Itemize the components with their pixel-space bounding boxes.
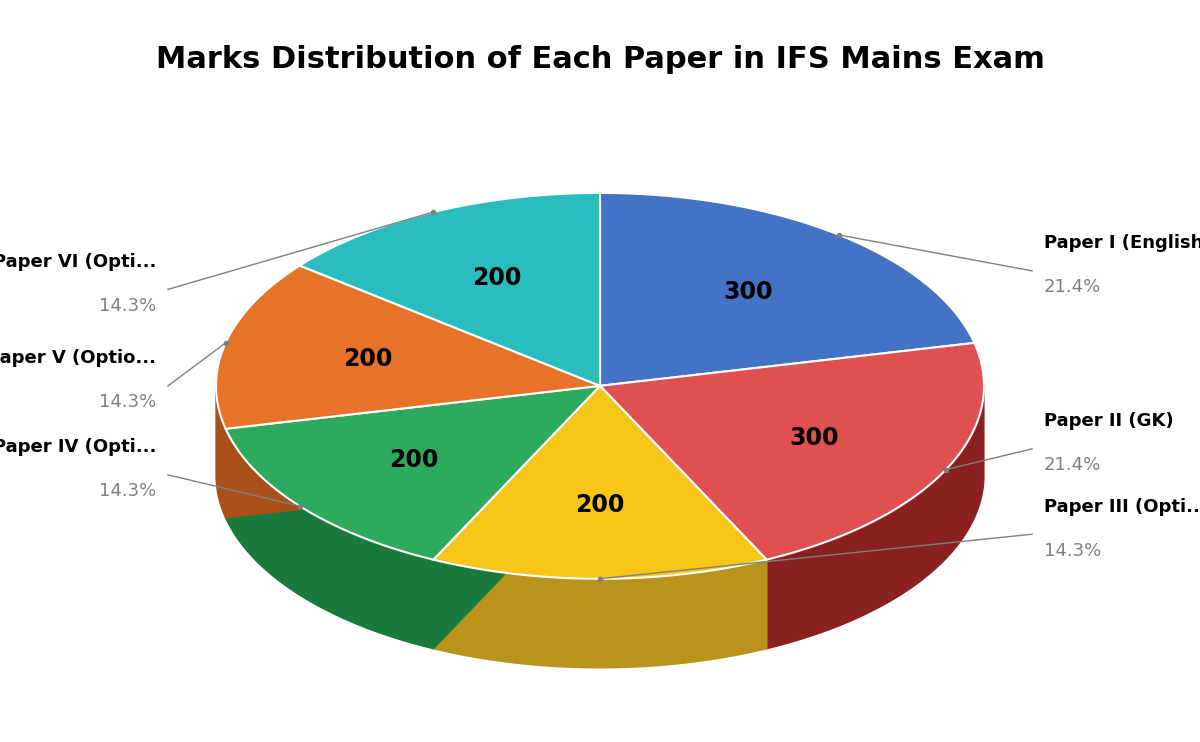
Text: 14.3%: 14.3% [98,297,156,315]
Polygon shape [216,387,226,518]
Text: 21.4%: 21.4% [1044,456,1102,474]
Polygon shape [216,266,600,429]
Polygon shape [433,386,600,649]
Text: 200: 200 [389,448,438,473]
Text: 200: 200 [575,493,625,517]
Polygon shape [226,429,433,649]
Text: Marks Distribution of Each Paper in IFS Mains Exam: Marks Distribution of Each Paper in IFS … [156,45,1044,74]
Text: 14.3%: 14.3% [1044,542,1102,559]
Text: Paper II (GK): Paper II (GK) [1044,413,1174,430]
Polygon shape [433,559,767,668]
Text: Paper VI (Opti...: Paper VI (Opti... [0,253,156,271]
Polygon shape [226,386,600,518]
Text: 300: 300 [790,426,839,450]
Polygon shape [226,386,600,518]
Polygon shape [300,193,600,386]
Text: 21.4%: 21.4% [1044,278,1102,296]
Text: 200: 200 [472,266,521,290]
Text: Paper V (Optio...: Paper V (Optio... [0,349,156,367]
Text: Paper III (Opti...: Paper III (Opti... [1044,498,1200,516]
Polygon shape [600,193,974,386]
Polygon shape [600,343,984,559]
Polygon shape [433,386,600,649]
Text: 300: 300 [724,280,773,304]
Text: 14.3%: 14.3% [98,482,156,500]
Text: Paper I (English): Paper I (English) [1044,234,1200,252]
Polygon shape [600,386,767,649]
Text: 200: 200 [343,347,392,371]
Text: Paper IV (Opti...: Paper IV (Opti... [0,439,156,456]
Polygon shape [433,386,767,579]
Polygon shape [226,386,600,559]
Polygon shape [600,386,767,649]
Text: 14.3%: 14.3% [98,393,156,411]
Polygon shape [767,390,984,649]
